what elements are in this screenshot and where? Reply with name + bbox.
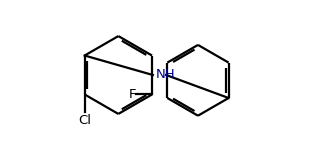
- Text: F: F: [128, 88, 136, 101]
- Text: Cl: Cl: [78, 114, 91, 127]
- Text: NH: NH: [156, 69, 175, 81]
